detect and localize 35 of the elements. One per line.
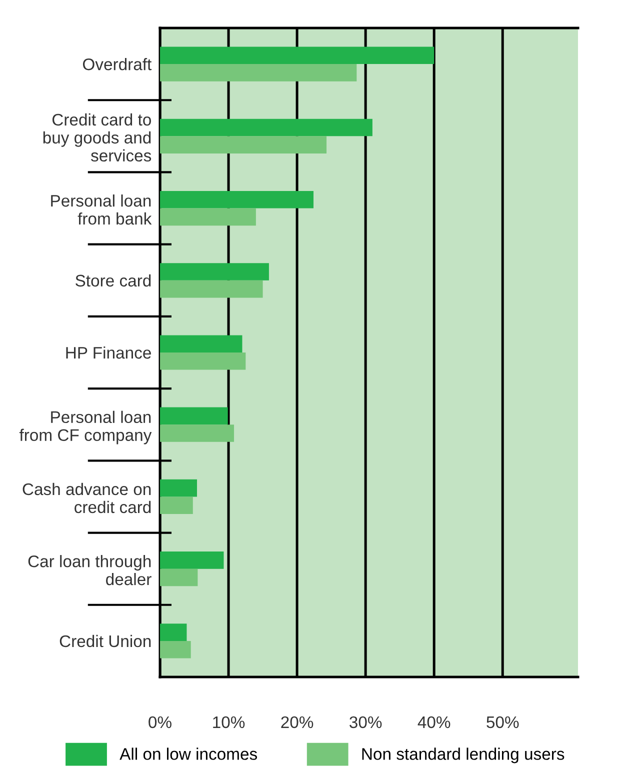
bar — [160, 64, 357, 82]
bar — [160, 136, 327, 154]
legend-label: Non standard lending users — [362, 748, 564, 764]
x-tick-label: 10% — [213, 716, 245, 728]
bar — [160, 568, 198, 586]
bar — [160, 335, 242, 352]
x-tick-label: 0% — [148, 716, 172, 728]
x-tick-label: 20% — [281, 716, 314, 728]
bar — [160, 640, 191, 658]
y-tick-label: Credit card to buy goods and services — [43, 113, 152, 162]
bar — [160, 552, 224, 569]
y-tick-label: Personal loan from CF company — [19, 410, 152, 444]
y-tick-label: Overdraft — [82, 58, 152, 70]
legend-label: All on low incomes — [120, 748, 258, 760]
bar — [160, 624, 187, 641]
y-tick-label: Personal loan from bank — [51, 194, 152, 225]
y-tick-label: Credit Union — [60, 634, 151, 648]
bar — [160, 424, 234, 442]
x-tick-label: 40% — [418, 716, 450, 728]
bar — [160, 118, 372, 136]
bar — [160, 407, 228, 425]
bar — [160, 479, 198, 497]
y-tick-label: Car loan through dealer — [28, 555, 152, 586]
bar — [160, 352, 246, 370]
bar — [160, 208, 256, 226]
x-tick-label: 30% — [350, 716, 382, 728]
bar — [160, 46, 434, 64]
bar — [160, 280, 263, 298]
y-tick-label: Cash advance on credit card — [22, 482, 151, 514]
bar — [160, 190, 314, 208]
bar — [160, 263, 269, 280]
y-tick-label: HP Finance — [66, 346, 151, 359]
x-tick-label: 50% — [486, 716, 519, 728]
y-tick-label: Store card — [76, 274, 151, 287]
bar — [160, 496, 193, 514]
